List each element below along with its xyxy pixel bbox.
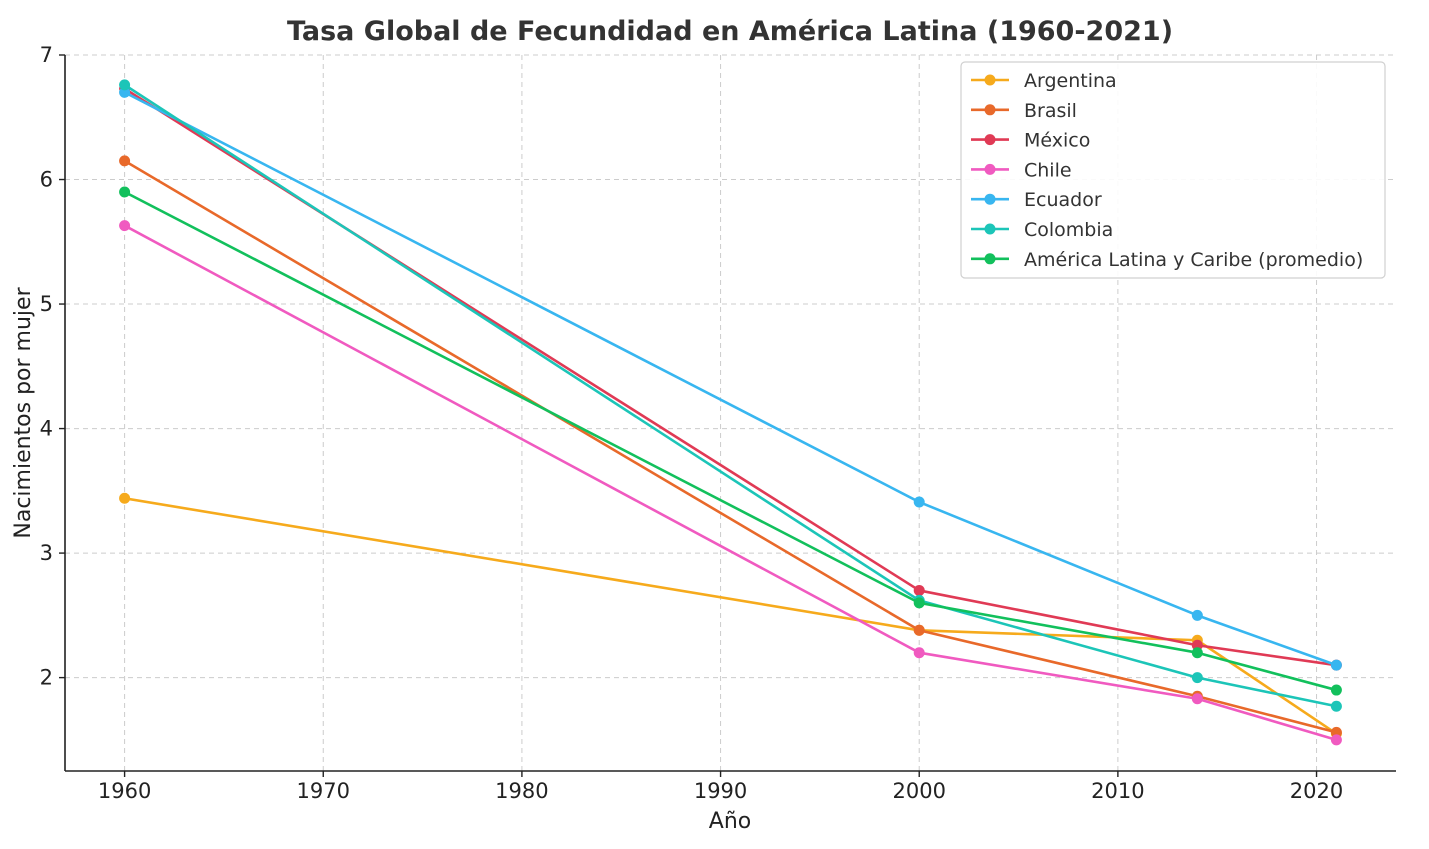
x-tick-label: 1960 bbox=[98, 779, 151, 803]
x-tick-label: 1980 bbox=[495, 779, 548, 803]
legend-swatch-marker bbox=[984, 163, 996, 175]
data-point bbox=[913, 496, 925, 508]
x-tick-label: 1990 bbox=[694, 779, 747, 803]
data-point bbox=[1191, 693, 1203, 705]
legend-swatch-marker bbox=[984, 193, 996, 205]
series-line bbox=[123, 83, 1337, 708]
legend-item-chile: Chile bbox=[971, 159, 1072, 181]
series-america-latina-y-caribe-promedio bbox=[119, 186, 1342, 696]
legend-box bbox=[960, 61, 1386, 279]
legend-item-argentina: Argentina bbox=[971, 70, 1117, 92]
y-tick-label: 5 bbox=[40, 292, 53, 316]
series-argentina bbox=[119, 492, 1342, 740]
legend-label: Brasil bbox=[1024, 100, 1077, 122]
legend-label: Chile bbox=[1024, 159, 1072, 181]
x-tick-label: 1970 bbox=[297, 779, 350, 803]
data-point bbox=[913, 584, 925, 596]
legend-swatch-marker bbox=[984, 74, 996, 86]
x-tick-label: 2020 bbox=[1290, 779, 1343, 803]
y-tick-label: 3 bbox=[40, 541, 53, 565]
y-tick-label: 4 bbox=[40, 417, 53, 441]
legend-swatch-marker bbox=[984, 134, 996, 146]
data-point bbox=[1330, 684, 1342, 696]
data-point bbox=[1330, 734, 1342, 746]
series-line bbox=[124, 497, 1338, 735]
series-line bbox=[123, 87, 1337, 667]
data-point bbox=[119, 155, 131, 167]
data-point bbox=[119, 79, 131, 91]
x-axis-label: Año bbox=[709, 809, 751, 834]
data-point bbox=[913, 624, 925, 636]
series-chile bbox=[119, 220, 1342, 746]
legend-item-brasil: Brasil bbox=[971, 100, 1077, 122]
y-ticks: 2 3 4 5 6 7 bbox=[40, 43, 65, 690]
y-tick-label: 2 bbox=[40, 666, 53, 690]
data-point bbox=[1191, 647, 1203, 659]
x-tick-label: 2000 bbox=[892, 779, 945, 803]
data-point bbox=[119, 492, 131, 504]
legend-swatch-marker bbox=[984, 253, 996, 265]
axes bbox=[64, 55, 1396, 772]
data-point bbox=[119, 186, 131, 198]
legend-item-mexico: México bbox=[971, 130, 1090, 152]
data-point bbox=[913, 647, 925, 659]
series-line bbox=[123, 224, 1337, 742]
data-point bbox=[1330, 659, 1342, 671]
legend-item-ecuador: Ecuador bbox=[971, 189, 1102, 211]
chart-title: Tasa Global de Fecundidad en América Lat… bbox=[287, 16, 1173, 47]
legend-label: Colombia bbox=[1024, 219, 1113, 241]
series-line bbox=[124, 91, 1337, 667]
legend-label: México bbox=[1024, 130, 1090, 152]
data-point bbox=[913, 597, 925, 609]
legend-item-colombia: Colombia bbox=[971, 219, 1113, 241]
x-tick-label: 2010 bbox=[1091, 779, 1144, 803]
legend-label: Argentina bbox=[1024, 70, 1117, 92]
data-point bbox=[1330, 700, 1342, 712]
y-tick-label: 6 bbox=[40, 168, 53, 192]
legend-swatch-marker bbox=[984, 104, 996, 116]
data-point bbox=[119, 220, 131, 232]
legend-label: América Latina y Caribe (promedio) bbox=[1024, 249, 1363, 271]
legend-item-america-latina-y-caribe-promedio: América Latina y Caribe (promedio) bbox=[971, 249, 1363, 271]
legend-label: Ecuador bbox=[1024, 189, 1102, 211]
y-tick-label: 7 bbox=[40, 43, 53, 67]
series-colombia bbox=[119, 79, 1342, 712]
x-ticks: 1960 1970 1980 1990 2000 2010 2020 bbox=[98, 771, 1343, 803]
legend-swatch-marker bbox=[984, 223, 996, 235]
series-line bbox=[123, 190, 1337, 692]
series-line bbox=[123, 159, 1337, 734]
data-point bbox=[1191, 609, 1203, 621]
series-lines bbox=[119, 79, 1342, 746]
y-axis-label: Nacimientos por mujer bbox=[11, 286, 36, 538]
data-point bbox=[1191, 672, 1203, 684]
legend: Argentina Brasil México Chile Ecuador Colombi… bbox=[960, 61, 1386, 279]
